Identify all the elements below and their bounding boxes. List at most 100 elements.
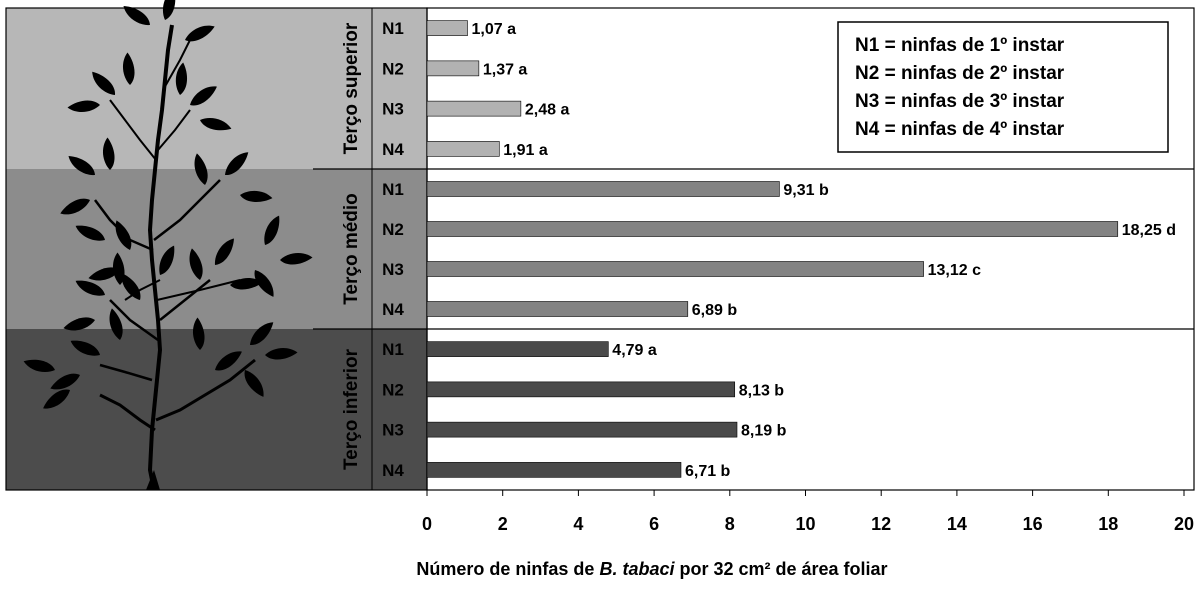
leaf-shape — [88, 267, 120, 281]
category-label: N3 — [382, 260, 404, 279]
category-label: N1 — [382, 340, 404, 359]
bar — [426, 20, 468, 36]
bar — [426, 221, 1119, 237]
group-label: Terço inferior — [341, 348, 362, 470]
bar — [426, 100, 522, 117]
bar — [426, 341, 609, 357]
leaf-shape — [23, 359, 55, 372]
band-2 — [6, 169, 427, 329]
band-1 — [6, 8, 427, 169]
leaf-shape — [215, 351, 242, 371]
legend-entry-n4: N4 = ninfas de 4º instar — [855, 119, 1065, 140]
leaf-shape — [121, 273, 141, 300]
data-label: 18,25 d — [1122, 222, 1176, 239]
leaf-shape — [123, 6, 150, 26]
category-label: N4 — [382, 140, 404, 159]
category-label: N2 — [382, 380, 404, 399]
bar — [426, 462, 682, 478]
data-label: 1,37 a — [483, 61, 528, 78]
x-axis-title: Número de ninfas de B. tabaci por 32 cm²… — [416, 559, 887, 579]
x-tick-label: 4 — [573, 514, 583, 534]
leaf-shape — [244, 370, 264, 397]
leaf-shape — [115, 220, 132, 250]
leaf-shape — [185, 25, 215, 42]
bar — [426, 421, 738, 438]
leaf-shape — [250, 322, 274, 346]
bar — [426, 301, 689, 317]
leaf-shape — [264, 215, 280, 245]
leaf-shape — [230, 277, 263, 290]
band-frame — [5, 7, 428, 491]
leaf-shape — [280, 252, 313, 265]
category-label: N4 — [382, 461, 404, 480]
x-tick-label: 8 — [725, 514, 735, 534]
leaf-shape — [240, 190, 273, 202]
legend: N1 = ninfas de 1º instar N2 = ninfas de … — [837, 21, 1169, 153]
legend-entry-n2: N2 = ninfas de 2º instar — [855, 63, 1065, 84]
leaf-shape — [75, 225, 105, 241]
x-tick-label: 16 — [1023, 514, 1043, 534]
bar — [426, 261, 924, 277]
leaf-shape — [60, 198, 90, 215]
x-tick-label: 12 — [871, 514, 891, 534]
leaf-shape — [67, 100, 100, 113]
category-label: N2 — [382, 59, 404, 78]
category-label: N1 — [382, 180, 404, 199]
plot-area: Terço superior N1 1,07 a N2 1,37 a N3 2,48 a N4… — [5, 7, 1195, 491]
leaf-shape — [123, 52, 135, 85]
x-tick-label: 14 — [947, 514, 967, 534]
bar — [426, 60, 480, 77]
category-label: N2 — [382, 220, 404, 239]
x-tick-label: 20 — [1174, 514, 1194, 534]
data-label: 1,07 a — [471, 21, 516, 38]
legend-entry-n1: N1 = ninfas de 1º instar — [855, 35, 1065, 56]
leaf-shape — [214, 238, 234, 265]
data-label: 13,12 c — [928, 262, 981, 279]
legend-entry-n3: N3 = ninfas de 3º instar — [855, 91, 1065, 112]
leaf-shape — [68, 156, 95, 176]
band-3 — [6, 329, 427, 490]
background-bands — [6, 8, 427, 490]
plant-silhouette-icon — [23, 0, 313, 491]
data-label: 6,71 b — [685, 463, 731, 480]
legend-box — [837, 21, 1169, 153]
x-tick-label: 6 — [649, 514, 659, 534]
leaf-shape — [92, 71, 116, 95]
leaf-shape — [43, 389, 70, 409]
data-label: 1,91 a — [503, 142, 548, 159]
data-label: 6,89 b — [692, 302, 738, 319]
data-label: 4,79 a — [612, 342, 657, 359]
data-label: 2,48 a — [525, 102, 570, 119]
leaf-shape — [225, 152, 249, 176]
leaf-shape — [189, 248, 203, 280]
x-axis: 0 2 4 6 8 10 12 14 16 18 20 — [422, 490, 1194, 534]
leaf-shape — [63, 317, 95, 331]
group-label: Terço superior — [341, 22, 362, 154]
x-tick-label: 2 — [498, 514, 508, 534]
leaf-shape — [109, 308, 123, 340]
x-tick-label: 0 — [422, 514, 432, 534]
leaf-shape — [175, 62, 187, 95]
bar — [426, 141, 500, 157]
leaf-shape — [193, 317, 205, 350]
leaf-shape — [194, 153, 208, 185]
x-tick-label: 10 — [795, 514, 815, 534]
leaf-shape — [200, 118, 232, 131]
category-label: N1 — [382, 19, 404, 38]
category-label: N3 — [382, 100, 404, 119]
leaf-shape — [103, 137, 115, 170]
leaf-shape — [70, 340, 100, 356]
x-tick-label: 18 — [1098, 514, 1118, 534]
leaf-shape — [159, 245, 175, 275]
leaf-shape — [254, 270, 274, 297]
data-label: 8,13 b — [739, 382, 785, 399]
group-label: Terço médio — [341, 193, 362, 305]
leaf-shape — [50, 373, 80, 390]
leaf-shape — [190, 86, 217, 106]
bar — [426, 381, 736, 398]
leaf-shape — [265, 347, 298, 360]
leaf-shape — [75, 280, 105, 296]
leaf-shape — [163, 0, 176, 20]
category-label: N4 — [382, 300, 404, 319]
